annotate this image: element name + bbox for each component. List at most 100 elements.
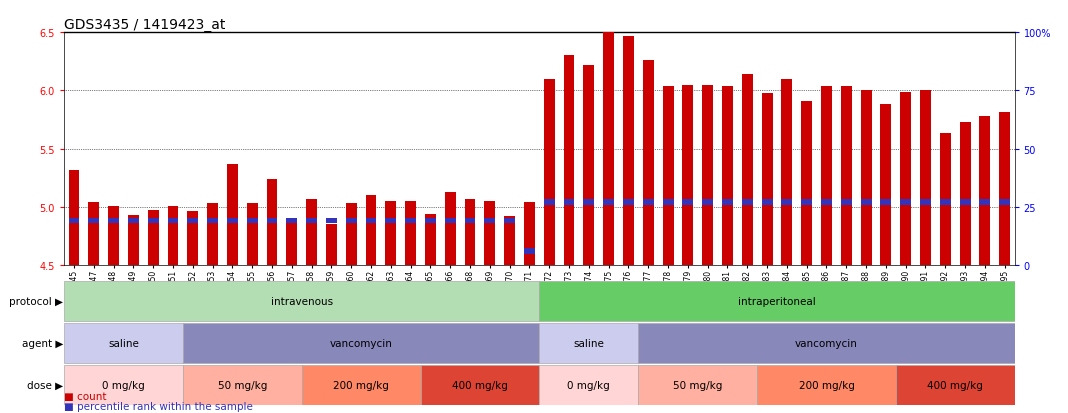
Bar	[861, 91, 871, 265]
Bar	[841, 200, 851, 205]
Bar	[326, 225, 336, 265]
Bar	[485, 218, 496, 224]
Bar	[386, 218, 396, 224]
Bar	[539, 282, 1015, 321]
Bar	[703, 85, 713, 265]
Bar	[623, 200, 634, 205]
Bar	[183, 323, 539, 363]
Bar	[1000, 113, 1010, 265]
Text: 0 mg/kg: 0 mg/kg	[567, 380, 610, 390]
Bar	[564, 56, 575, 265]
Bar	[880, 105, 892, 265]
Bar	[247, 204, 257, 265]
Bar	[386, 202, 396, 265]
Bar	[722, 200, 733, 205]
Bar	[940, 200, 951, 205]
Bar	[128, 218, 139, 224]
Bar	[544, 79, 554, 265]
Text: agent ▶: agent ▶	[21, 338, 63, 348]
Bar	[960, 200, 971, 205]
Bar	[920, 200, 931, 205]
Bar	[880, 200, 892, 205]
Bar	[682, 200, 693, 205]
Bar	[920, 91, 931, 265]
Bar	[286, 218, 297, 224]
Bar	[68, 170, 79, 265]
Text: 50 mg/kg: 50 mg/kg	[673, 380, 722, 390]
Bar	[896, 365, 1015, 405]
Bar	[346, 218, 357, 224]
Bar	[286, 222, 297, 265]
Bar	[722, 86, 733, 265]
Bar	[861, 200, 871, 205]
Bar	[187, 218, 199, 224]
Bar	[782, 79, 792, 265]
Bar	[307, 218, 317, 224]
Bar	[979, 200, 990, 205]
Bar	[147, 218, 159, 224]
Bar	[247, 218, 257, 224]
Bar	[703, 200, 713, 205]
Bar	[365, 196, 376, 265]
Bar	[227, 218, 238, 224]
Bar	[465, 199, 475, 265]
Bar	[979, 116, 990, 265]
Bar	[742, 200, 753, 205]
Bar	[603, 19, 614, 265]
Text: GDS3435 / 1419423_at: GDS3435 / 1419423_at	[64, 18, 225, 32]
Text: vancomycin: vancomycin	[330, 338, 393, 348]
Bar	[365, 218, 376, 224]
Bar	[761, 93, 772, 265]
Bar	[89, 218, 99, 224]
Bar	[841, 86, 851, 265]
Bar	[1000, 200, 1010, 205]
Bar	[301, 365, 421, 405]
Bar	[183, 365, 301, 405]
Bar	[900, 92, 911, 265]
Text: 400 mg/kg: 400 mg/kg	[927, 380, 984, 390]
Bar	[207, 218, 218, 224]
Bar	[128, 216, 139, 265]
Bar	[782, 200, 792, 205]
Text: ■ percentile rank within the sample: ■ percentile rank within the sample	[64, 401, 253, 411]
Text: ■ count: ■ count	[64, 391, 107, 401]
Text: protocol ▶: protocol ▶	[10, 297, 63, 306]
Text: 200 mg/kg: 200 mg/kg	[799, 380, 854, 390]
Bar	[504, 218, 515, 224]
Bar	[504, 216, 515, 265]
Bar	[108, 206, 119, 265]
Bar	[405, 202, 417, 265]
Bar	[64, 365, 183, 405]
Bar	[682, 85, 693, 265]
Bar	[524, 249, 535, 254]
Bar	[539, 365, 639, 405]
Bar	[583, 200, 594, 205]
Bar	[801, 200, 812, 205]
Bar	[444, 218, 456, 224]
Bar	[168, 206, 178, 265]
Bar	[583, 66, 594, 265]
Bar	[639, 323, 1015, 363]
Bar	[307, 199, 317, 265]
Bar	[425, 214, 436, 265]
Text: saline: saline	[108, 338, 139, 348]
Bar	[346, 204, 357, 265]
Text: dose ▶: dose ▶	[27, 380, 63, 390]
Bar	[643, 200, 654, 205]
Bar	[940, 134, 951, 265]
Bar	[662, 200, 674, 205]
Bar	[539, 323, 639, 363]
Text: 50 mg/kg: 50 mg/kg	[218, 380, 267, 390]
Bar	[821, 86, 832, 265]
Bar	[761, 200, 772, 205]
Text: 400 mg/kg: 400 mg/kg	[452, 380, 508, 390]
Bar	[267, 218, 278, 224]
Bar	[444, 192, 456, 265]
Text: 0 mg/kg: 0 mg/kg	[103, 380, 145, 390]
Bar	[465, 218, 475, 224]
Bar	[108, 218, 119, 224]
Text: intraperitoneal: intraperitoneal	[738, 297, 816, 306]
Text: saline: saline	[574, 338, 604, 348]
Bar	[207, 204, 218, 265]
Bar	[643, 61, 654, 265]
